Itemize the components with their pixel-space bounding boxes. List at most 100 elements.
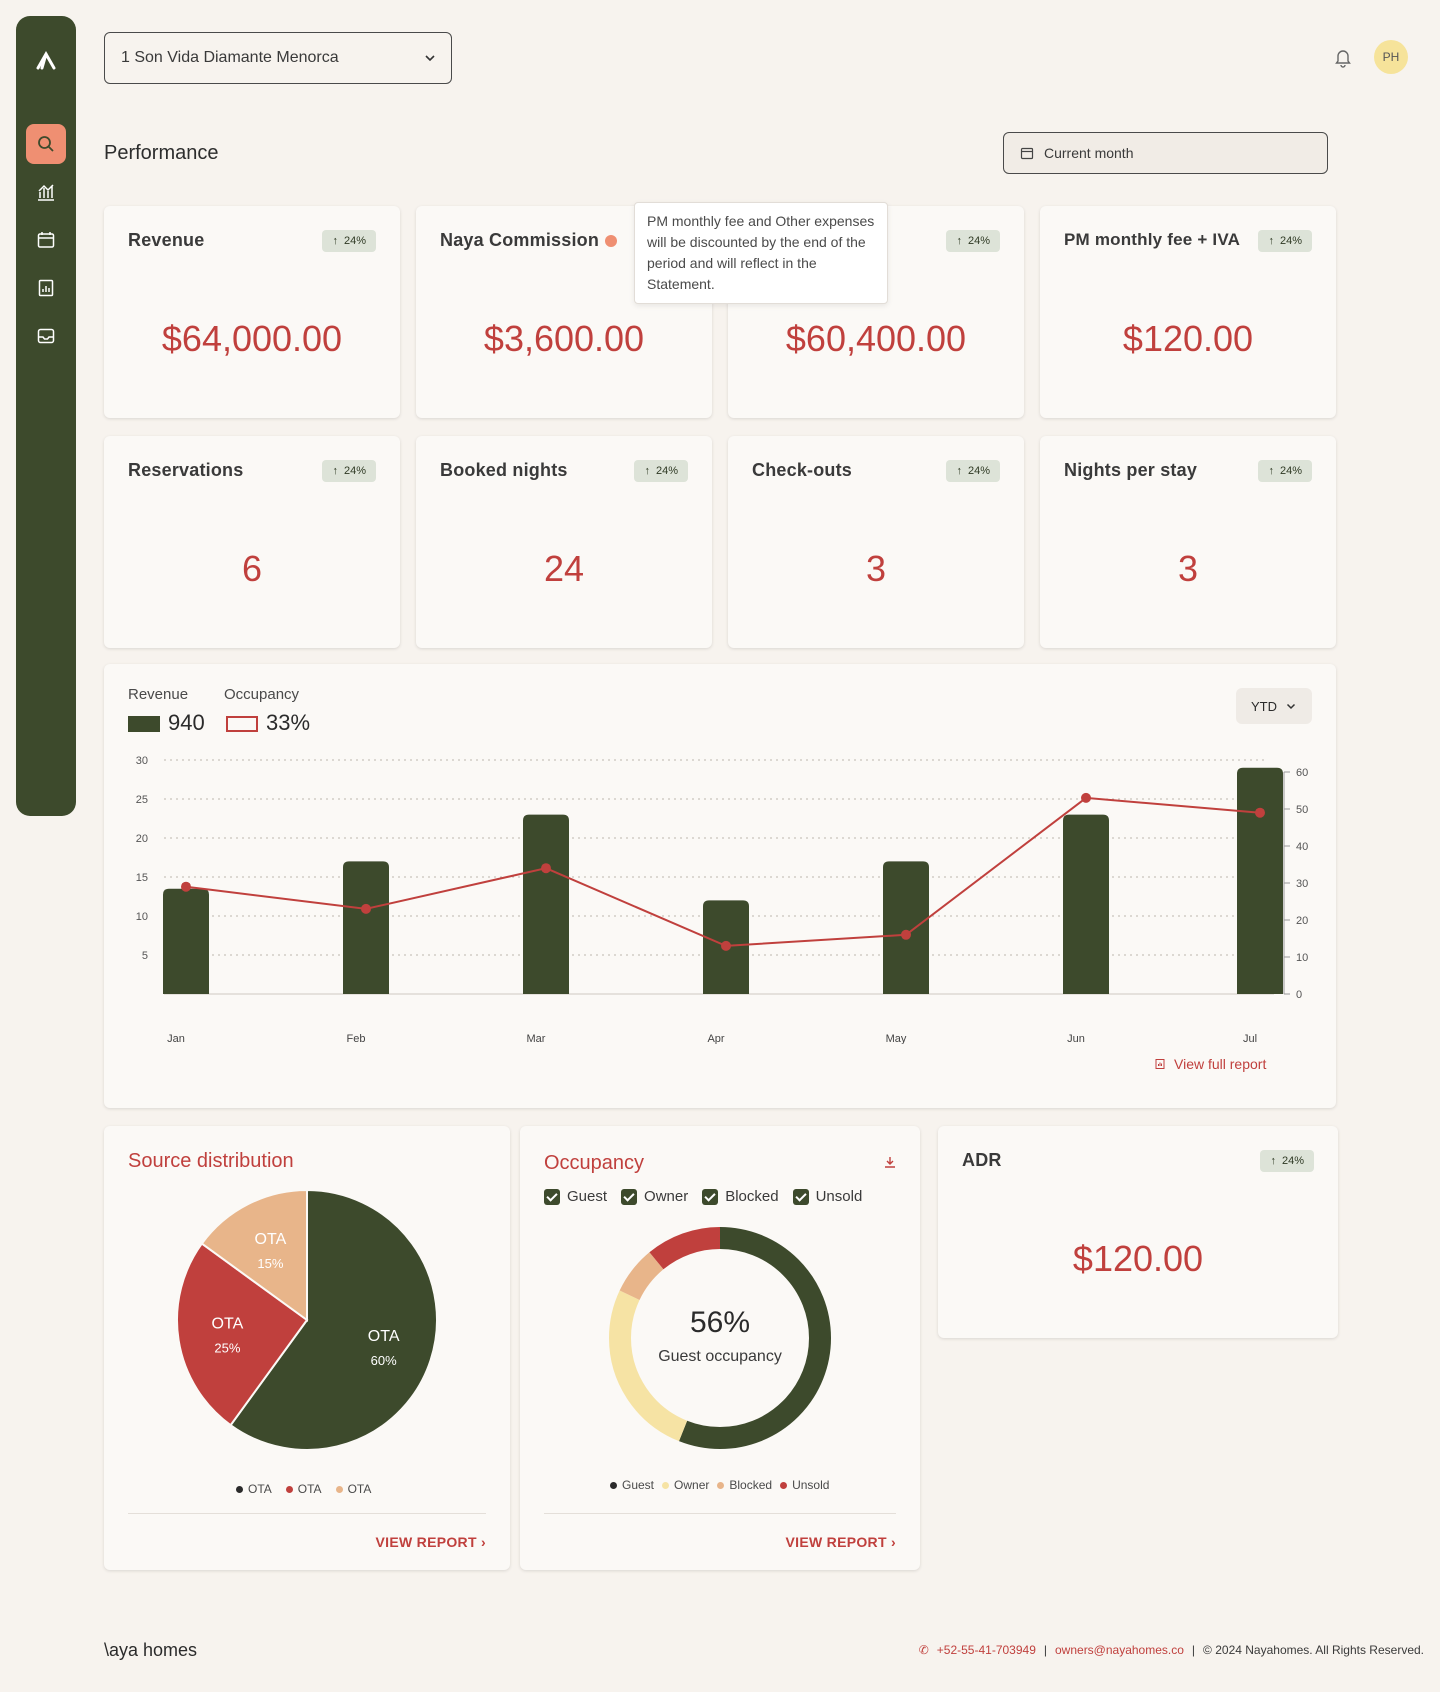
filter-unsold[interactable]: Unsold (792, 1188, 863, 1205)
x-tick-label: Feb (347, 1033, 366, 1044)
kpi-label: PM monthly fee + IVA (1064, 230, 1241, 249)
y-right-tick-label: 20 (1296, 915, 1308, 927)
y-right-tick-label: 60 (1296, 767, 1308, 779)
y-left-tick-label: 10 (136, 911, 148, 923)
avatar[interactable]: PH (1374, 40, 1408, 74)
filter-label: Unsold (815, 1188, 863, 1205)
search-icon (38, 136, 54, 152)
kpi-value: $120.00 (1072, 1238, 1204, 1279)
filter-owner[interactable]: Owner (621, 1188, 688, 1205)
y-right-tick-label: 10 (1296, 952, 1308, 964)
arrow-up-icon: ↑ (956, 235, 962, 247)
revenue-bar (1063, 814, 1109, 994)
legend-label: OTA (248, 1482, 272, 1496)
kpi-label: Reservations (128, 460, 244, 480)
trend-badge-value: 24% (343, 235, 366, 247)
checkbox[interactable] (702, 1188, 719, 1205)
footer-contact: ✆ +52-55-41-703949 | owners@nayahomes.co… (919, 1643, 1424, 1657)
legend-label: Guest (622, 1478, 655, 1492)
checkbox[interactable] (544, 1188, 560, 1205)
bell-icon[interactable] (1332, 46, 1354, 68)
trend-badge-value: 24% (343, 465, 366, 477)
property-select-value: 1 Son Vida Diamante Menorca (121, 49, 339, 66)
occupancy-point (541, 863, 551, 874)
brand-logo-icon[interactable] (16, 46, 76, 76)
card-title: Occupancy (544, 1152, 645, 1174)
donut-legend: Guest Owner Blocked Unsold (610, 1478, 829, 1492)
divider (544, 1513, 896, 1514)
kpi-card-commission: Naya Commission $3,600.00 (416, 206, 712, 418)
footer-logo: \aya homes (104, 1640, 198, 1660)
legend-item: OTA (335, 1482, 371, 1496)
x-tick-label: May (886, 1033, 907, 1044)
legend-dot (285, 1485, 293, 1493)
pie-slice-label: OTA (255, 1231, 287, 1248)
trend-badge: ↑ 24% (1260, 1150, 1314, 1172)
kpi-value: $60,400.00 (785, 318, 967, 359)
y-right-tick-label: 0 (1296, 989, 1302, 1001)
trend-badge: ↑ 24% (322, 230, 376, 252)
view-report-label: VIEW REPORT (785, 1534, 887, 1550)
info-icon[interactable] (605, 235, 618, 248)
kpi-card-reservations: Reservations ↑ 24% 6 (104, 436, 400, 648)
view-full-report-link[interactable]: View full report (1154, 1056, 1266, 1072)
pie-slice (229, 1188, 438, 1451)
legend-dot (236, 1485, 243, 1493)
source-distribution-card: Source distribution OTA 60% OTA 25% OTA 15% O… (104, 1126, 510, 1570)
report-icon (38, 279, 54, 297)
chevron-down-icon (425, 55, 435, 62)
trend-badge: ↑ 24% (322, 460, 376, 482)
revenue-bar (523, 814, 569, 994)
kpi-card-check-outs: Check-outs ↑ 24% 3 (728, 436, 1024, 648)
sidebar-item-reports[interactable] (26, 268, 66, 308)
sidebar-item-inbox[interactable] (26, 316, 66, 356)
trend-badge: ↑ 24% (946, 230, 1000, 252)
occupancy-point (361, 903, 371, 914)
checkbox[interactable] (792, 1188, 809, 1205)
filter-guest[interactable]: Guest (544, 1188, 607, 1205)
arrow-up-icon: ↑ (332, 465, 338, 477)
checkbox[interactable] (621, 1188, 638, 1205)
period-picker[interactable]: Current month (1003, 132, 1328, 174)
pie-slice (200, 1188, 308, 1322)
legend-label: Unsold (792, 1478, 830, 1492)
range-select-value: YTD (1251, 698, 1277, 714)
kpi-value: $3,600.00 (483, 318, 645, 359)
trend-badge-value: 24% (1279, 465, 1302, 477)
donut-center-label: Guest occupancy (658, 1348, 782, 1365)
filter-label: Blocked (725, 1188, 779, 1205)
trend-badge: ↑ 24% (1258, 230, 1312, 252)
kpi-label: Revenue (128, 230, 205, 250)
sidebar-item-calendar[interactable] (26, 220, 66, 260)
pie-legend: OTA OTA OTA (236, 1482, 371, 1496)
period-label: Current month (1044, 145, 1134, 161)
download-icon[interactable] (882, 1154, 898, 1170)
revenue-bar (343, 861, 389, 994)
sidebar-item-search[interactable] (26, 124, 66, 164)
legend-item: Unsold (780, 1478, 829, 1492)
property-select[interactable]: 1 Son Vida Diamante Menorca (104, 32, 452, 84)
legend-label: Owner (674, 1478, 710, 1492)
footer-phone[interactable]: +52-55-41-703949 (936, 1643, 1036, 1657)
source-pie-chart: OTA 60% OTA 25% OTA 15% (176, 1188, 438, 1451)
legend-item: Guest (610, 1478, 654, 1492)
kpi-card-pm-fee: PM monthly fee + IVA ↑ 24% $120.00 (1040, 206, 1336, 418)
view-full-report-label: View full report (1174, 1056, 1267, 1072)
kpi-label: Check-outs (752, 460, 853, 480)
occupancy-card: Occupancy Guest Owner Blocked Unsold 56%… (520, 1126, 920, 1570)
arrow-up-icon: ↑ (1268, 465, 1274, 477)
revenue-bar (1237, 767, 1283, 994)
calendar-icon (37, 232, 55, 248)
range-select[interactable]: YTD (1236, 688, 1312, 724)
view-report-link[interactable]: VIEW REPORT › (786, 1534, 896, 1550)
kpi-label-text: Naya Commission (440, 230, 600, 250)
sidebar-item-analytics[interactable] (26, 172, 66, 212)
filter-blocked[interactable]: Blocked (702, 1188, 779, 1205)
kpi-value: 24 (543, 548, 585, 589)
y-right-tick-label: 30 (1296, 878, 1308, 890)
pie-slice (176, 1242, 309, 1427)
footer-email[interactable]: owners@nayahomes.co (1055, 1643, 1184, 1657)
arrow-up-icon: ↑ (644, 465, 650, 477)
view-report-link[interactable]: VIEW REPORT › (376, 1534, 486, 1550)
legend-item: OTA (285, 1482, 322, 1496)
